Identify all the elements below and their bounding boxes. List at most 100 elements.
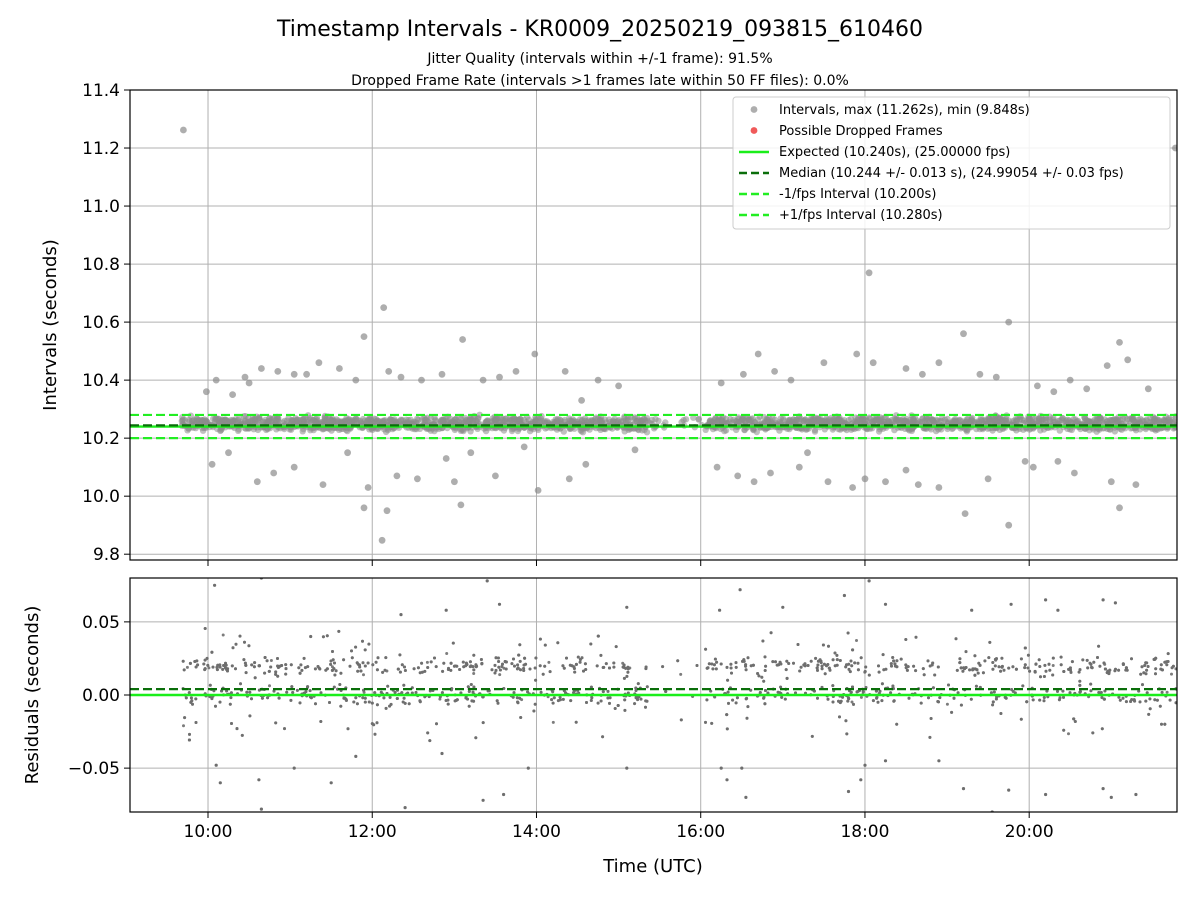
residual-point <box>1114 667 1117 671</box>
residual-point <box>846 789 851 794</box>
residual-point <box>826 663 830 666</box>
interval-point <box>1005 318 1013 326</box>
residual-point <box>816 696 819 700</box>
axes-frame <box>129 89 1178 561</box>
residual-point <box>444 608 448 612</box>
interval-point <box>582 460 590 468</box>
residual-point <box>961 669 965 673</box>
residual-point <box>645 685 649 689</box>
residual-point <box>455 698 459 702</box>
interval-point <box>1107 417 1114 424</box>
residual-point <box>1033 669 1037 673</box>
legend: Intervals, max (11.262s), min (9.848s) Po… <box>732 96 1171 230</box>
interval-point <box>455 418 463 426</box>
residual-point <box>253 676 257 680</box>
residual-point <box>937 759 941 763</box>
residual-point <box>1031 698 1035 702</box>
residual-point <box>1023 646 1027 650</box>
residual-point <box>778 660 782 664</box>
residual-point <box>461 660 465 664</box>
residual-point <box>329 659 333 663</box>
residual-point <box>623 698 627 702</box>
residual-point <box>876 700 880 704</box>
residual-point <box>375 721 379 725</box>
interval-point <box>1116 504 1123 512</box>
residual-point <box>987 656 991 660</box>
residual-point <box>827 644 830 648</box>
interval-point <box>510 414 517 422</box>
interval-point <box>492 472 499 480</box>
residual-point <box>877 664 880 668</box>
residual-point <box>1026 653 1030 657</box>
residual-point <box>929 717 933 720</box>
residual-point <box>812 689 816 693</box>
residual-point <box>472 672 476 675</box>
residual-point <box>403 665 406 669</box>
residual-point <box>426 666 430 669</box>
residual-point <box>844 665 848 669</box>
residual-point <box>493 671 497 675</box>
residual-point <box>276 657 279 660</box>
residual-point <box>644 667 648 671</box>
residual-point <box>203 667 207 671</box>
residual-point <box>1086 666 1090 670</box>
x-tick-label: 14:00 <box>512 822 561 842</box>
residual-point <box>248 690 252 694</box>
residual-point <box>725 713 729 717</box>
residual-point <box>927 696 930 700</box>
residual-point <box>280 664 284 667</box>
interval-point <box>615 416 623 424</box>
residual-point <box>904 663 908 667</box>
residual-point <box>224 663 228 667</box>
residual-point <box>710 662 714 666</box>
residual-point <box>468 660 472 664</box>
interval-point <box>966 419 973 426</box>
residual-point <box>543 643 547 647</box>
interval-point <box>393 472 401 480</box>
residual-point <box>992 690 996 694</box>
interval-point <box>184 427 191 434</box>
interval-point <box>869 359 877 367</box>
y-tick-label: 0.05 <box>82 613 120 633</box>
residual-point <box>1152 657 1156 661</box>
residual-point <box>601 735 605 739</box>
residual-point <box>354 696 358 700</box>
residual-point <box>1067 732 1070 736</box>
residual-point <box>604 662 608 666</box>
interval-point <box>517 415 524 423</box>
residual-point <box>919 701 923 705</box>
residual-point <box>331 658 335 662</box>
residual-point <box>889 691 893 695</box>
residual-point <box>704 720 707 724</box>
residual-point <box>1141 683 1144 687</box>
x-axis-label: Time (UTC) <box>602 856 703 877</box>
residual-point <box>714 667 718 671</box>
residual-point <box>956 691 960 695</box>
residual-point <box>306 685 310 689</box>
residual-point <box>518 659 522 663</box>
residual-point <box>612 665 616 669</box>
residual-point <box>1137 689 1141 693</box>
residual-point <box>785 676 789 680</box>
residual-point <box>497 602 502 606</box>
residual-point <box>624 666 628 670</box>
residual-point <box>914 669 918 673</box>
residual-point <box>231 646 235 650</box>
residual-point <box>1117 695 1121 699</box>
residual-point <box>991 703 995 707</box>
residual-point <box>625 766 629 770</box>
residual-point <box>1069 670 1073 674</box>
residual-point <box>289 698 293 702</box>
residual-point <box>375 668 379 672</box>
residual-point <box>1117 668 1121 672</box>
residual-point <box>958 657 962 661</box>
interval-point <box>407 416 414 423</box>
residual-point <box>712 663 716 667</box>
residual-point <box>453 664 457 668</box>
residuals-panel: 0.05 0.00 −0.05 10:00 12:00 14:00 16:00 18:00 20… <box>22 577 1178 842</box>
residual-point <box>921 667 925 671</box>
residual-point <box>634 686 638 690</box>
residual-point <box>515 696 519 700</box>
residual-point <box>792 661 795 665</box>
residual-point <box>955 668 959 672</box>
